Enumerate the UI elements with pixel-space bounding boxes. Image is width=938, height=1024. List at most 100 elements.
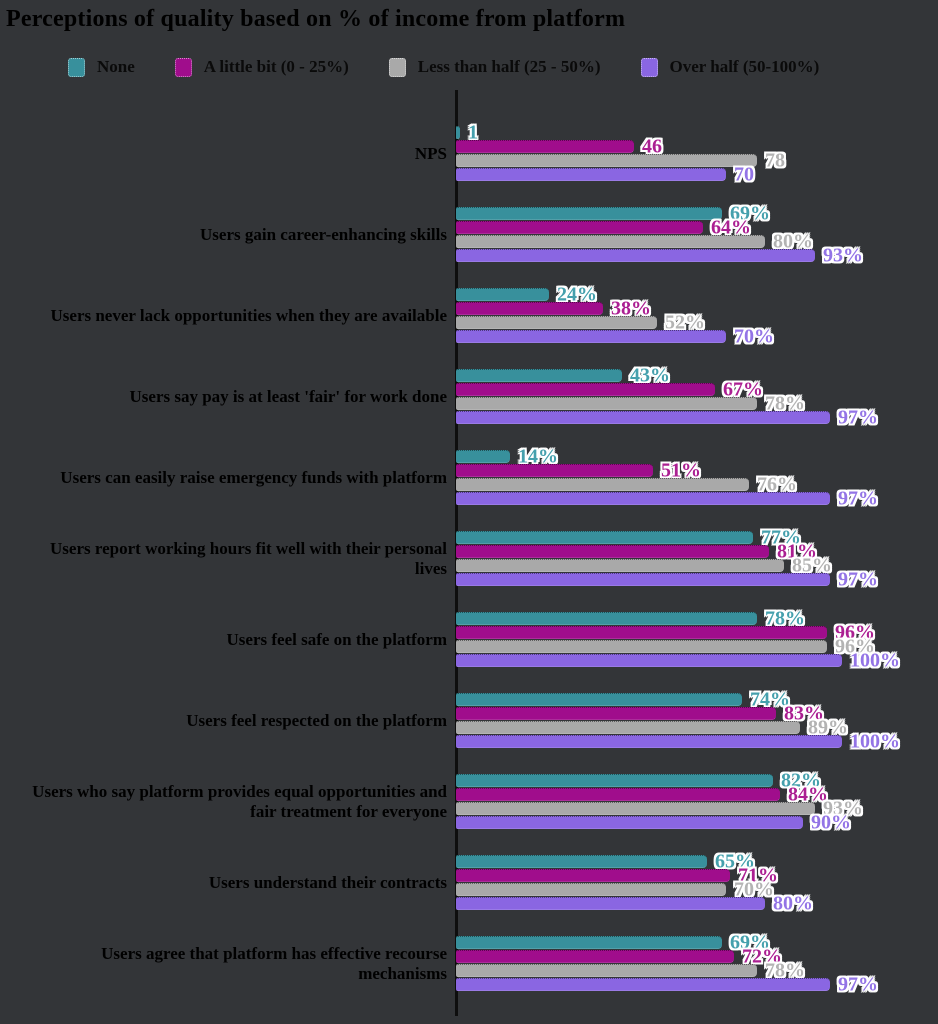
bar-value-label: 80%: [773, 892, 813, 914]
bar-value-label: 78%: [765, 607, 805, 629]
bar: [456, 897, 765, 910]
bar: [456, 774, 773, 787]
bar-value-label: 69%: [730, 931, 770, 953]
bar-value-label: 46: [642, 135, 662, 157]
legend-label: A little bit (0 - 25%): [203, 57, 349, 76]
bar: [456, 478, 749, 491]
bar: [456, 288, 549, 301]
bar: [456, 802, 815, 815]
bar-value-label: 100%: [850, 730, 900, 752]
bar-value-label: 84%: [788, 783, 828, 805]
bar: [456, 126, 460, 139]
legend-label: Less than half (25 - 50%): [417, 57, 601, 76]
bar: [456, 369, 622, 382]
category-label: Users never lack opportunities when they…: [50, 305, 448, 325]
bar: [456, 654, 842, 667]
category-label: Users can easily raise emergency funds w…: [60, 467, 447, 487]
bar-value-label: 52%: [665, 311, 705, 333]
bar: [456, 788, 780, 801]
bar: [456, 816, 803, 829]
bar-value-label: 78%: [765, 959, 805, 981]
bar: [456, 235, 765, 248]
bar: [456, 693, 742, 706]
bar: [456, 492, 830, 505]
bar: [456, 735, 842, 748]
bar: [456, 397, 757, 410]
bar: [456, 154, 757, 167]
legend: None A little bit (0 - 25%) Less than half…: [68, 57, 819, 77]
bar-value-label: 70: [734, 163, 754, 185]
bar: [456, 316, 657, 329]
bar: [456, 573, 830, 586]
category-label: Users report working hours fit well with…: [50, 538, 447, 578]
bar-value-label: 69%: [730, 202, 770, 224]
bar: [456, 411, 830, 424]
legend-item: A little bit (0 - 25%): [174, 57, 349, 77]
bar-value-label: 70%: [734, 325, 774, 347]
legend-label: Over half (50-100%): [669, 57, 820, 76]
bar: [456, 221, 703, 234]
bar: [456, 936, 722, 949]
category-label: NPS: [414, 143, 447, 163]
bar: [456, 978, 830, 991]
bar-value-label: 24%: [557, 283, 597, 305]
bar: [456, 855, 707, 868]
bar-value-label: 81%: [777, 540, 817, 562]
bar-value-label: 77%: [761, 526, 801, 548]
bar: [456, 207, 722, 220]
category-label: Users say pay is at least 'fair' for wor…: [129, 386, 447, 406]
bar: [456, 559, 784, 572]
legend-swatch-icon: [68, 57, 85, 77]
bar: [456, 330, 726, 343]
bar-value-label: 93%: [823, 797, 863, 819]
bar-value-label: 70%: [734, 878, 774, 900]
bar: [456, 545, 769, 558]
bar: [456, 531, 753, 544]
bar: [456, 249, 815, 262]
chart-title: Perceptions of quality based on % of inc…: [6, 6, 626, 32]
bar-value-label: 38%: [611, 297, 651, 319]
bar-value-label: 93%: [823, 244, 863, 266]
bar-value-label: 96%: [835, 635, 875, 657]
bar-value-label: 74%: [750, 688, 790, 710]
legend-item: Less than half (25 - 50%): [388, 57, 601, 77]
category-label: Users understand their contracts: [208, 872, 447, 892]
bar: [456, 883, 726, 896]
category-label: Users who say platform provides equal op…: [32, 781, 447, 821]
bar-value-label: 1: [468, 121, 478, 143]
bar-value-label: 71%: [738, 864, 778, 886]
bar: [456, 450, 510, 463]
bar: [456, 626, 827, 639]
category-label: Users gain career-enhancing skills: [200, 224, 447, 244]
bar: [456, 950, 734, 963]
bar-value-label: 97%: [838, 973, 878, 995]
bar-value-label: 82%: [781, 769, 821, 791]
bar-value-label: 80%: [773, 230, 813, 252]
bar-value-label: 96%: [835, 621, 875, 643]
bar-value-label: 97%: [838, 406, 878, 428]
bar: [456, 707, 776, 720]
legend-swatch-icon: [174, 57, 192, 77]
bar-value-label: 85%: [792, 554, 832, 576]
bar-value-label: 14%: [518, 445, 558, 467]
bar: [456, 168, 726, 181]
bar-value-label: 51%: [661, 459, 701, 481]
legend-swatch-icon: [388, 57, 406, 77]
category-label: Users agree that platform has effective …: [101, 943, 447, 983]
bar-value-label: 97%: [838, 487, 878, 509]
category-label: Users feel respected on the platform: [186, 710, 447, 730]
bar-value-label: 72%: [742, 945, 782, 967]
bar: [456, 383, 715, 396]
bar-value-label: 78%: [765, 392, 805, 414]
legend-item: Over half (50-100%): [640, 57, 820, 77]
bar-value-label: 65%: [715, 850, 755, 872]
bar: [456, 464, 653, 477]
bar: [456, 140, 634, 153]
bar-value-label: 89%: [808, 716, 848, 738]
bar-value-label: 64%: [711, 216, 751, 238]
bar: [456, 302, 603, 315]
legend-swatch-icon: [640, 57, 658, 77]
bar: [456, 869, 730, 882]
bar-value-label: 43%: [630, 364, 670, 386]
